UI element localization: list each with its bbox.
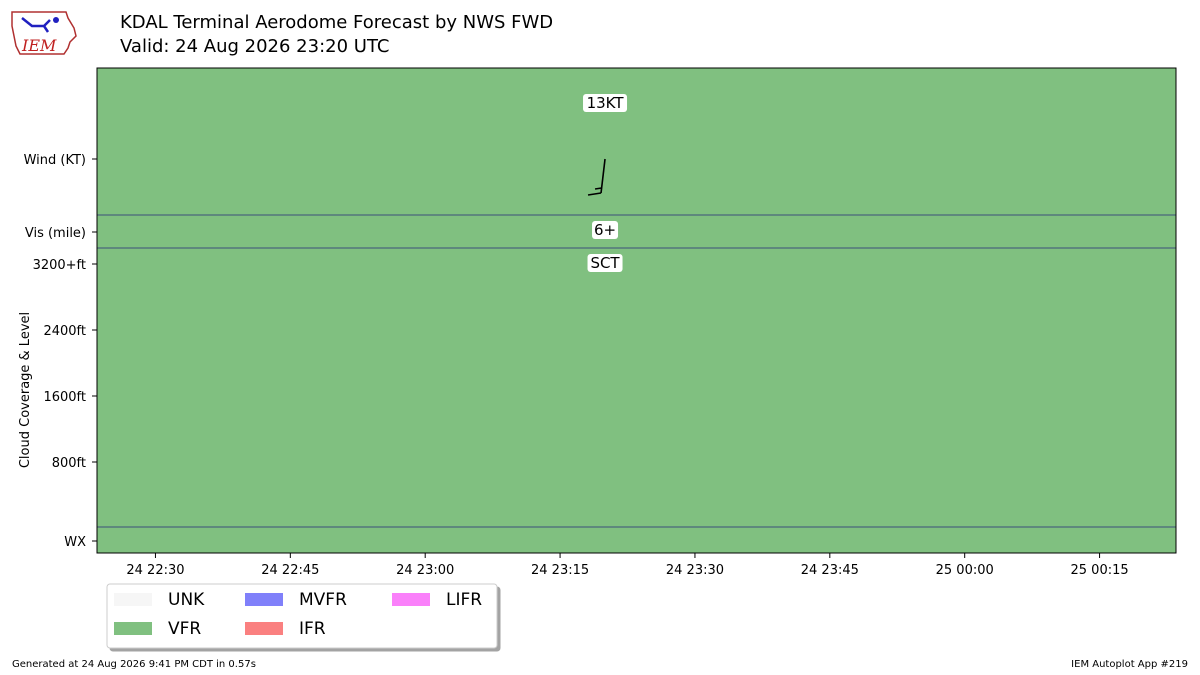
cloud-tick-1600: 1600ft: [43, 390, 86, 405]
x-tick-label: 24 23:30: [666, 563, 724, 578]
logo-text: IEM: [21, 36, 57, 55]
legend-swatch-unk: [114, 593, 152, 606]
wx-row-label: WX: [64, 535, 86, 550]
cloud-tick-800: 800ft: [52, 456, 86, 471]
forecast-marks: 13KT 6+ SCT: [583, 94, 628, 272]
legend-label-vfr: VFR: [168, 619, 201, 639]
x-tick-label: 24 23:00: [396, 563, 454, 578]
cloud-cover-label-bg: [587, 254, 623, 272]
wind-barb-full: [587, 192, 602, 196]
x-tick-label: 24 23:15: [531, 563, 589, 578]
generated-note: Generated at 24 Aug 2026 9:41 PM CDT in …: [12, 659, 256, 670]
chart-subtitle: Valid: 24 Aug 2026 23:20 UTC: [120, 36, 390, 57]
visibility-label: 6+: [594, 221, 616, 239]
wind-speed-label: 13KT: [587, 94, 625, 112]
wind-barb-staff: [600, 158, 606, 194]
legend-swatch-ifr: [245, 622, 283, 635]
x-axis: 24 22:30 24 22:45 24 23:00 24 23:15 24 23:30…: [126, 553, 1129, 578]
x-tick-label: 25 00:15: [1071, 563, 1129, 578]
x-tick-label: 25 00:00: [936, 563, 994, 578]
wind-row-label: Wind (KT): [24, 153, 86, 168]
legend: UNK MVFR LIFR VFR IFR: [106, 583, 498, 649]
wind-speed-label-bg: [583, 94, 628, 112]
legend-label-unk: UNK: [168, 590, 205, 610]
chart-title: KDAL Terminal Aerodome Forecast by NWS F…: [120, 12, 554, 33]
legend-swatch-lifr: [392, 593, 430, 606]
vfr-category-band: [97, 68, 1176, 553]
legend-label-ifr: IFR: [299, 619, 326, 639]
cloud-axis-label: Cloud Coverage & Level: [18, 312, 33, 468]
legend-label-lifr: LIFR: [446, 590, 482, 610]
vis-row-label: Vis (mile): [25, 226, 86, 241]
iem-logo: IEM: [8, 6, 80, 62]
legend-swatch-mvfr: [245, 593, 283, 606]
wind-barb-half: [594, 187, 602, 190]
visibility-label-bg: [592, 221, 619, 239]
x-tick-label: 24 22:45: [261, 563, 319, 578]
app-note: IEM Autoplot App #219: [1071, 659, 1188, 670]
plot-frame: [96, 67, 1177, 554]
legend-label-mvfr: MVFR: [299, 590, 347, 610]
cloud-tick-2400: 2400ft: [43, 324, 86, 339]
cloud-tick-3200: 3200+ft: [33, 258, 86, 273]
x-tick-label: 24 23:45: [801, 563, 859, 578]
legend-swatch-vfr: [114, 622, 152, 635]
cloud-cover-label: SCT: [590, 254, 620, 272]
x-tick-label: 24 22:30: [126, 563, 184, 578]
